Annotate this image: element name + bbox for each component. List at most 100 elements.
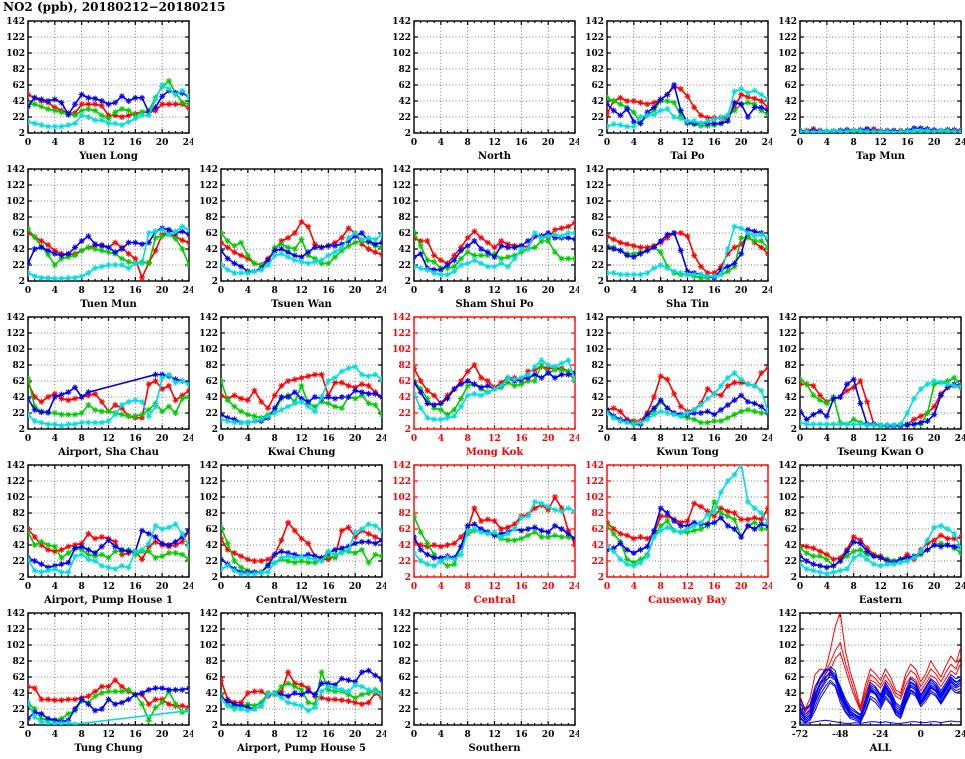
- svg-text:102: 102: [6, 345, 25, 355]
- svg-text:2: 2: [405, 277, 411, 287]
- svg-text:20: 20: [735, 434, 748, 444]
- svg-text:102: 102: [585, 197, 604, 207]
- svg-text:82: 82: [398, 361, 411, 371]
- svg-text:12: 12: [102, 582, 115, 592]
- svg-text:0: 0: [25, 434, 31, 444]
- svg-text:20: 20: [735, 138, 748, 148]
- svg-text:42: 42: [784, 97, 797, 107]
- series-group: [414, 219, 575, 278]
- svg-text:12: 12: [874, 582, 887, 592]
- svg-text:122: 122: [199, 477, 218, 487]
- svg-text:16: 16: [129, 286, 142, 296]
- x-tick-labels: 0 4 8 12 16 20 24: [25, 582, 195, 592]
- chart-cell-kwun-tong: 2 22 42 62 82 102 122 142 0 4 8 12 16 20 24 Kwun Tong: [579, 311, 774, 459]
- svg-text:12: 12: [681, 434, 694, 444]
- svg-text:62: 62: [205, 525, 218, 535]
- svg-text:4: 4: [52, 582, 58, 592]
- chart-cell-causeway-bay: 2 22 42 62 82 102 122 142 0 4 8 12 16 20 24 Causeway Ba…: [579, 459, 774, 607]
- svg-text:62: 62: [398, 81, 411, 91]
- svg-text:42: 42: [205, 541, 218, 551]
- svg-text:20: 20: [542, 582, 555, 592]
- svg-text:142: 142: [199, 313, 218, 323]
- series-blue: [800, 679, 961, 723]
- svg-text:42: 42: [591, 393, 604, 403]
- chart-title: Sham Shui Po: [456, 299, 534, 310]
- svg-text:142: 142: [585, 165, 604, 175]
- series-blue: [800, 668, 961, 717]
- series-cyan: [28, 371, 189, 429]
- svg-text:4: 4: [438, 138, 444, 148]
- svg-text:122: 122: [392, 181, 411, 191]
- svg-text:0: 0: [797, 582, 803, 592]
- svg-text:122: 122: [585, 33, 604, 43]
- svg-text:82: 82: [398, 65, 411, 75]
- x-tick-labels: 0 4 8 12 16 20 24: [25, 286, 195, 296]
- svg-text:102: 102: [392, 49, 411, 59]
- svg-text:82: 82: [784, 361, 797, 371]
- series-blue: [800, 665, 961, 720]
- svg-text:122: 122: [778, 329, 797, 339]
- svg-text:22: 22: [398, 409, 411, 419]
- svg-text:42: 42: [591, 245, 604, 255]
- svg-text:122: 122: [199, 625, 218, 635]
- chart-cell-north: 2 22 42 62 82 102 122 142 0 4 8 12 16 20 24 North: [386, 15, 581, 163]
- svg-text:122: 122: [392, 625, 411, 635]
- chart-cell-central: 2 22 42 62 82 102 122 142 0 4 8 12 16 20 24 Central: [386, 459, 581, 607]
- svg-text:142: 142: [778, 609, 797, 619]
- gridlines: [799, 316, 962, 430]
- svg-text:142: 142: [392, 461, 411, 471]
- svg-text:142: 142: [6, 461, 25, 471]
- x-tick-labels: 0 4 8 12 16 20 24: [604, 286, 774, 296]
- svg-text:62: 62: [12, 377, 25, 387]
- svg-text:4: 4: [824, 582, 830, 592]
- x-tick-labels: 0 4 8 12 16 20 24: [25, 434, 195, 444]
- svg-text:20: 20: [542, 434, 555, 444]
- svg-text:8: 8: [658, 138, 664, 148]
- svg-text:142: 142: [585, 313, 604, 323]
- svg-text:42: 42: [398, 689, 411, 699]
- svg-text:20: 20: [735, 582, 748, 592]
- svg-text:2: 2: [598, 425, 604, 435]
- tick-marks: [413, 612, 576, 726]
- svg-text:142: 142: [6, 313, 25, 323]
- chart-title: Tung Chung: [74, 743, 142, 754]
- svg-text:24: 24: [569, 286, 579, 296]
- svg-text:24: 24: [762, 138, 772, 148]
- svg-text:62: 62: [784, 525, 797, 535]
- svg-text:16: 16: [515, 138, 528, 148]
- svg-text:22: 22: [784, 705, 797, 715]
- svg-text:42: 42: [591, 97, 604, 107]
- svg-text:82: 82: [12, 657, 25, 667]
- x-tick-labels: 0 4 8 12 16 20 24: [218, 434, 388, 444]
- svg-text:16: 16: [322, 434, 335, 444]
- svg-text:20: 20: [735, 286, 748, 296]
- svg-text:82: 82: [12, 65, 25, 75]
- svg-text:16: 16: [129, 582, 142, 592]
- svg-text:24: 24: [183, 434, 193, 444]
- x-tick-labels: 0 4 8 12 16 20 24: [411, 582, 581, 592]
- svg-text:142: 142: [778, 461, 797, 471]
- gridlines: [27, 612, 190, 726]
- svg-text:4: 4: [52, 286, 58, 296]
- svg-text:20: 20: [156, 582, 169, 592]
- svg-text:16: 16: [515, 286, 528, 296]
- svg-text:12: 12: [874, 138, 887, 148]
- tick-marks: [27, 316, 190, 430]
- svg-text:22: 22: [205, 261, 218, 271]
- series-red: [800, 641, 961, 714]
- svg-text:12: 12: [102, 286, 115, 296]
- svg-text:2: 2: [405, 721, 411, 731]
- svg-text:8: 8: [658, 286, 664, 296]
- series-cyan: [221, 230, 382, 276]
- svg-text:16: 16: [708, 434, 721, 444]
